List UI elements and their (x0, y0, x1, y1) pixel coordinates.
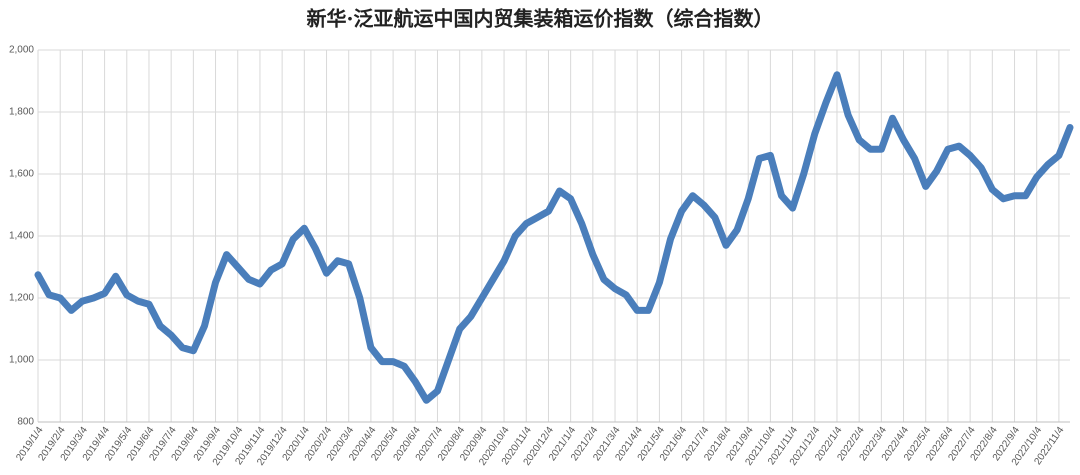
series-line (34, 71, 1074, 404)
chart-title: 新华·泛亚航运中国内贸集装箱运价指数（综合指数） (307, 7, 774, 31)
y-tick-label: 1,200 (9, 293, 34, 304)
y-tick-label: 800 (17, 417, 34, 428)
y-tick-label: 1,800 (9, 107, 34, 118)
y-tick-label: 2,000 (9, 45, 34, 56)
y-tick-label: 1,400 (9, 231, 34, 242)
y-tick-label: 1,600 (9, 169, 34, 180)
y-tick-label: 1,000 (9, 355, 34, 366)
